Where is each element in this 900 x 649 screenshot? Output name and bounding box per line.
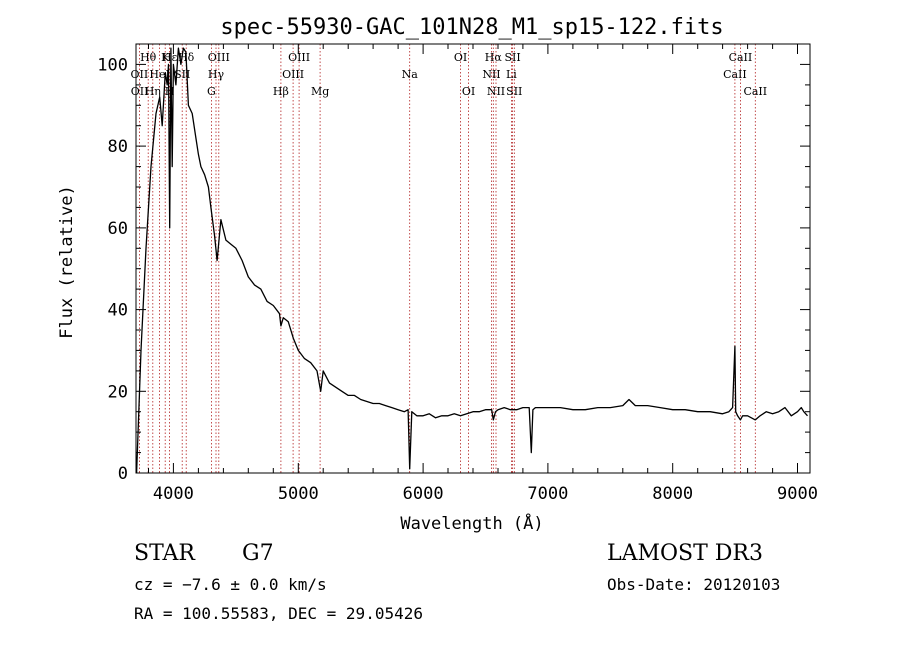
line-label: Na bbox=[402, 68, 419, 81]
line-label: Li bbox=[506, 68, 517, 81]
line-label: Hθ bbox=[140, 51, 157, 64]
line-label: OII bbox=[131, 85, 149, 98]
x-tick-label: 7000 bbox=[527, 484, 568, 504]
line-label: CaII bbox=[729, 51, 753, 64]
line-label: G bbox=[207, 85, 216, 98]
spectral-line-markers bbox=[138, 44, 756, 473]
line-label: SII bbox=[506, 85, 522, 98]
coordinates: RA = 100.55583, DEC = 29.05426 bbox=[134, 604, 423, 623]
y-tick-labels: 0 20 40 60 80 100 bbox=[97, 55, 128, 484]
chart-title: spec-55930-GAC_101N28_M1_sp15-122.fits bbox=[220, 15, 723, 40]
line-label: OI bbox=[454, 51, 467, 64]
x-tick-label: 5000 bbox=[278, 484, 319, 504]
line-label: K bbox=[161, 51, 170, 64]
line-label: SII bbox=[504, 51, 520, 64]
plot-frame bbox=[135, 43, 811, 474]
line-label: Hα bbox=[485, 51, 503, 64]
line-label: Hβ bbox=[273, 85, 289, 98]
line-label: NII bbox=[482, 68, 500, 81]
line-label: CaII bbox=[723, 68, 747, 81]
line-label: NII bbox=[487, 85, 505, 98]
y-tick-label: 40 bbox=[108, 301, 128, 321]
line-label: OIII bbox=[282, 68, 304, 81]
observation-date: Obs-Date: 20120103 bbox=[607, 575, 780, 594]
x-tick-labels: 4000 5000 6000 7000 8000 9000 bbox=[153, 484, 818, 504]
y-tick-label: 20 bbox=[108, 382, 128, 402]
axis-ticks bbox=[136, 43, 810, 474]
x-tick-label: 4000 bbox=[153, 484, 194, 504]
x-axis-label: Wavelength (Å) bbox=[400, 512, 543, 534]
y-tick-label: 0 bbox=[118, 464, 128, 484]
x-tick-label: 8000 bbox=[652, 484, 693, 504]
line-label: Hγ bbox=[208, 68, 225, 81]
line-label: Hε bbox=[162, 51, 178, 64]
x-tick-label: 6000 bbox=[403, 484, 444, 504]
line-label: Mg bbox=[311, 85, 329, 98]
y-tick-label: 80 bbox=[108, 137, 128, 157]
object-class: STAR bbox=[134, 541, 196, 566]
line-label: H bbox=[165, 85, 175, 98]
line-label: Hη bbox=[145, 85, 161, 98]
redshift-velocity: cz = −7.6 ± 0.0 km/s bbox=[134, 575, 327, 594]
y-tick-label: 100 bbox=[97, 55, 128, 75]
line-label: OI bbox=[462, 85, 475, 98]
x-tick-label: 9000 bbox=[777, 484, 818, 504]
y-axis-label: Flux (relative) bbox=[57, 185, 77, 339]
object-subclass: G7 bbox=[242, 541, 274, 566]
spectrum-line bbox=[135, 47, 808, 474]
line-label: OIII bbox=[288, 51, 310, 64]
y-tick-label: 60 bbox=[108, 219, 128, 239]
survey-name: LAMOST DR3 bbox=[607, 541, 763, 566]
line-label: OIII bbox=[208, 51, 230, 64]
line-label: OII bbox=[131, 68, 149, 81]
line-label: CaII bbox=[743, 85, 767, 98]
